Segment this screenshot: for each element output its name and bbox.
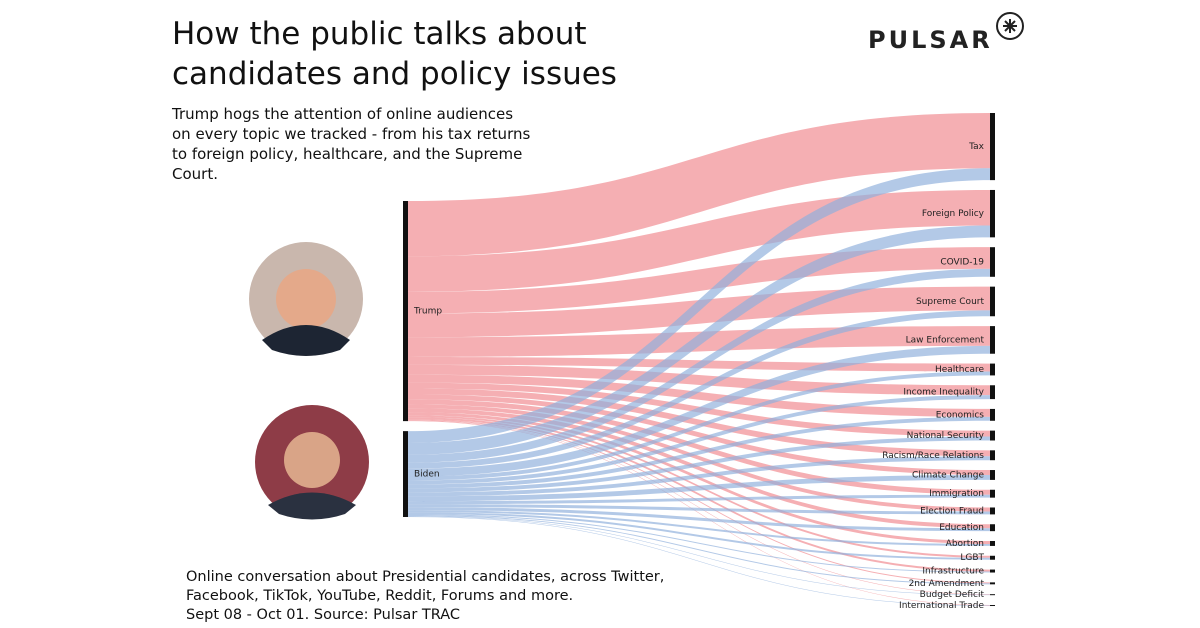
source-node [403,431,408,517]
chart-subtitle: Trump hogs the attention of online audie… [172,105,531,183]
link [408,419,990,584]
brand-logo: PULSAR [868,26,993,54]
target-node [990,189,995,238]
target-node [990,594,995,596]
target-node [990,326,995,354]
target-node [990,247,995,277]
target-label: Economics [936,410,985,420]
links [408,113,990,606]
link [408,436,990,493]
link [408,515,990,585]
target-label: Income Inequality [903,388,984,398]
link [408,512,990,560]
target-label: Education [939,523,984,533]
target-node [990,363,995,376]
link [408,310,990,469]
link [408,404,990,512]
source-label: Biden [414,470,440,480]
target-label: Abortion [946,539,984,549]
link [408,420,990,606]
link [408,225,990,455]
trump-photo-face [276,269,336,329]
target-label: Supreme Court [916,297,985,307]
link [408,113,990,257]
target-node [990,605,995,607]
footnote: Online conversation about Presidential c… [186,568,666,625]
target-label: 2nd Amendment [909,579,985,589]
note: Online conversation about Presidential c… [186,569,665,604]
target-label: COVID-19 [940,257,984,267]
link [408,268,990,463]
biden-photo-face [284,432,340,488]
source-label: Trump [413,307,442,317]
source: Sept 08 - Oct 01. Source: Pulsar TRAC [186,607,461,623]
target-node [990,450,995,461]
target-node [990,540,995,546]
target-label: Healthcare [935,365,985,375]
target-label: Immigration [929,489,984,499]
link [408,399,990,495]
link [408,474,990,502]
target-label: International Trade [899,601,984,611]
link [408,371,990,481]
link [408,516,990,596]
target-label: National Security [907,431,985,441]
source-node [403,201,408,422]
target-label: LGBT [960,553,984,563]
link [408,286,990,338]
link [408,516,990,606]
link [408,510,990,546]
target-node [990,507,995,515]
link [408,420,990,595]
target-label: Climate Change [912,470,984,480]
target-label: Election Fraud [920,506,984,516]
link [408,394,990,475]
target-node [990,524,995,532]
target-node [990,582,995,585]
target-node [990,408,995,421]
link [408,388,990,457]
target-label: Law Enforcement [906,335,985,345]
link [408,247,990,314]
target-node [990,489,995,498]
link [408,507,990,532]
link [408,416,990,489]
target-label: Racism/Race Relations [882,451,984,461]
biden-photo-suit [268,492,356,520]
chart-title: How the public talks about candidates an… [172,16,617,92]
link [408,494,990,505]
logo-icon [996,12,1024,40]
link [408,168,990,443]
target-label: Foreign Policy [922,209,985,219]
link [408,345,990,477]
target-node [990,555,995,560]
target-node [990,470,995,480]
link [408,514,990,573]
link [408,417,990,572]
link [408,408,990,529]
target-node [990,430,995,441]
trump-photo-suit [262,325,350,356]
target-node [990,385,995,400]
target-label: Tax [968,142,985,152]
target-label: Budget Deficit [920,590,985,600]
link [408,456,990,497]
link [408,504,990,515]
target-node [990,113,995,181]
target-node [990,286,995,317]
target-label: Infrastructure [922,567,984,577]
target-node [990,569,995,573]
link [408,364,990,396]
link [408,189,990,292]
nodes: Trump Biden Tax Foreign Policy COVID-19 Supre… [403,113,995,611]
link [408,395,990,485]
